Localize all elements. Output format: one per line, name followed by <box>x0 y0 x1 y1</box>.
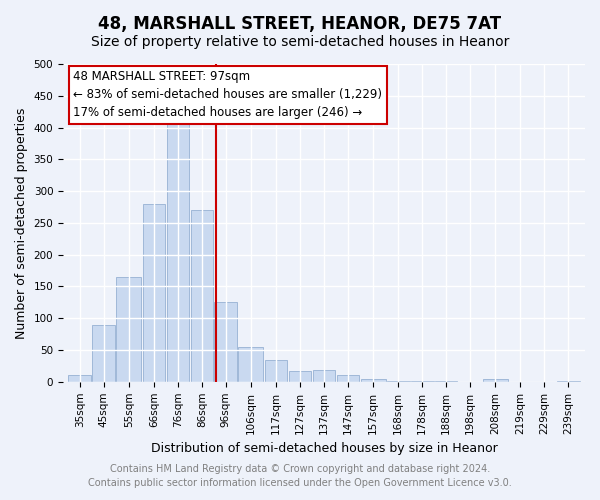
Text: Contains HM Land Registry data © Crown copyright and database right 2024.
Contai: Contains HM Land Registry data © Crown c… <box>88 464 512 487</box>
Text: Size of property relative to semi-detached houses in Heanor: Size of property relative to semi-detach… <box>91 35 509 49</box>
Bar <box>191 210 213 382</box>
Text: 48, MARSHALL STREET, HEANOR, DE75 7AT: 48, MARSHALL STREET, HEANOR, DE75 7AT <box>98 15 502 33</box>
Bar <box>313 370 335 382</box>
Bar <box>214 302 237 382</box>
Bar <box>387 380 410 382</box>
Bar <box>435 380 457 382</box>
Bar <box>337 376 359 382</box>
Bar <box>557 380 580 382</box>
Bar <box>143 204 166 382</box>
Bar <box>411 380 434 382</box>
Bar <box>265 360 287 382</box>
Y-axis label: Number of semi-detached properties: Number of semi-detached properties <box>15 107 28 338</box>
Bar <box>68 376 91 382</box>
Bar <box>116 277 142 382</box>
Bar <box>238 347 263 382</box>
Bar <box>167 118 190 382</box>
X-axis label: Distribution of semi-detached houses by size in Heanor: Distribution of semi-detached houses by … <box>151 442 497 455</box>
Bar <box>361 378 386 382</box>
Bar <box>92 324 115 382</box>
Bar <box>483 378 508 382</box>
Bar <box>289 371 311 382</box>
Text: 48 MARSHALL STREET: 97sqm
← 83% of semi-detached houses are smaller (1,229)
17% : 48 MARSHALL STREET: 97sqm ← 83% of semi-… <box>73 70 382 120</box>
